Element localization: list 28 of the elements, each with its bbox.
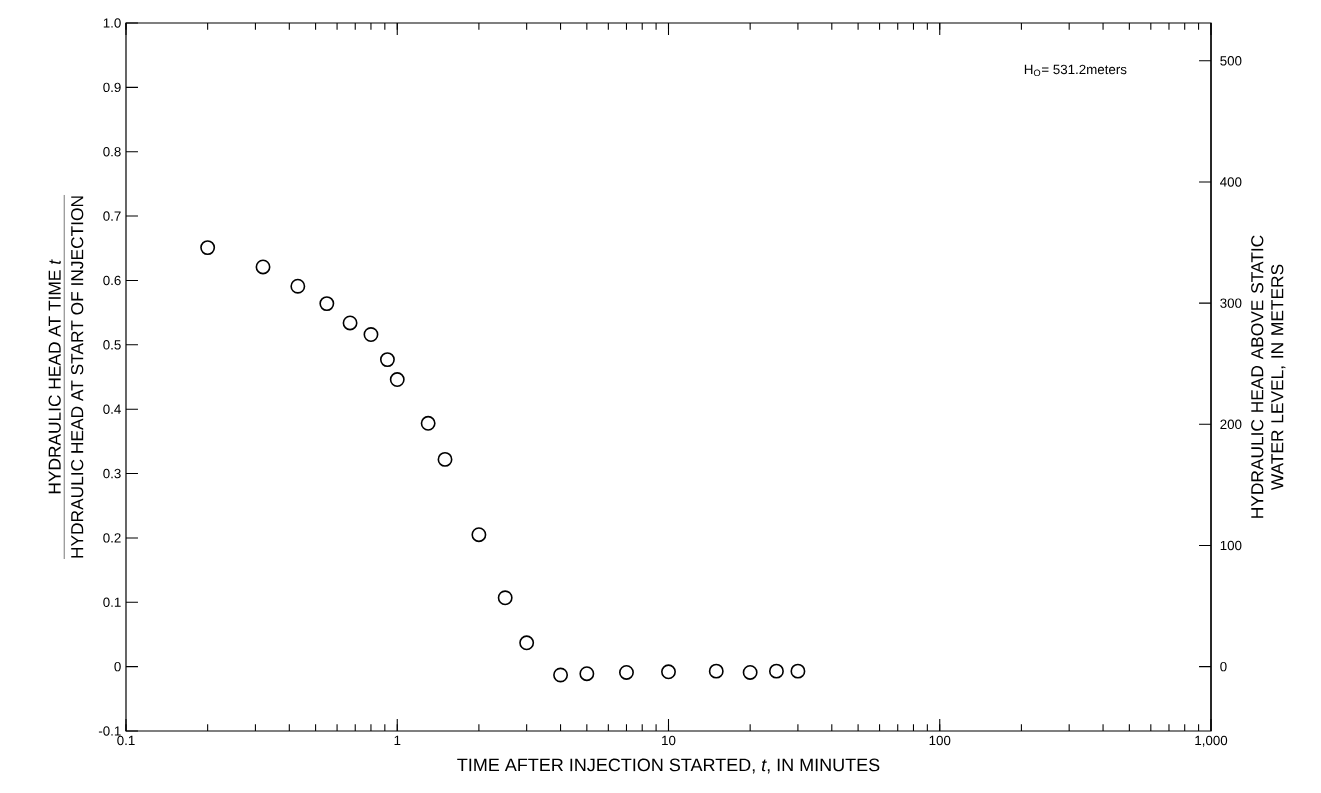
y-tick-label: 0.2 — [103, 533, 121, 543]
y-tick-label: 0.8 — [103, 147, 121, 157]
x-axis-title: TIME AFTER INJECTION STARTED, t, IN MINUTES — [457, 758, 880, 774]
y2-tick-label: 300 — [1220, 298, 1242, 308]
y2-tick-label: 0 — [1220, 661, 1227, 672]
x-tick-label: 1 — [394, 735, 401, 745]
x-tick-label: 100 — [929, 735, 951, 746]
y2-tick-label: 500 — [1220, 56, 1242, 66]
y2-axis-title: HYDRAULIC HEAD ABOVE STATIC WATER LEVEL, IN METERS — [1251, 235, 1286, 518]
y-tick-label: 0.5 — [103, 340, 121, 350]
x-tick-label: 10 — [662, 735, 676, 746]
y-tick-label: 0.6 — [103, 275, 121, 286]
x-tick-label: 1,000 — [1195, 735, 1228, 747]
x-tick-label: 0.1 — [117, 735, 135, 746]
y-tick-label: 0.3 — [103, 468, 121, 479]
y-tick-label: -0.1 — [98, 726, 121, 736]
y2-tick-label: 200 — [1220, 419, 1242, 430]
text: HYDRAULIC HEAD AT TIME t — [48, 259, 61, 494]
y2-tick-label: 100 — [1220, 540, 1242, 551]
y2-tick-label: 400 — [1220, 177, 1242, 187]
y-tick-label: 0 — [114, 661, 121, 672]
y-tick-label: 0.4 — [103, 404, 121, 414]
y-tick-label: 1.0 — [103, 18, 121, 28]
y-tick-label: 0.1 — [103, 597, 121, 607]
text: HYDRAULIC HEAD AT START OF INJECTION — [71, 196, 84, 558]
y-tick-label: 0.9 — [103, 82, 121, 93]
y-tick-label: 0.7 — [103, 211, 121, 221]
annotation: H$_{O}$= 531.2meters — [1024, 64, 1127, 77]
